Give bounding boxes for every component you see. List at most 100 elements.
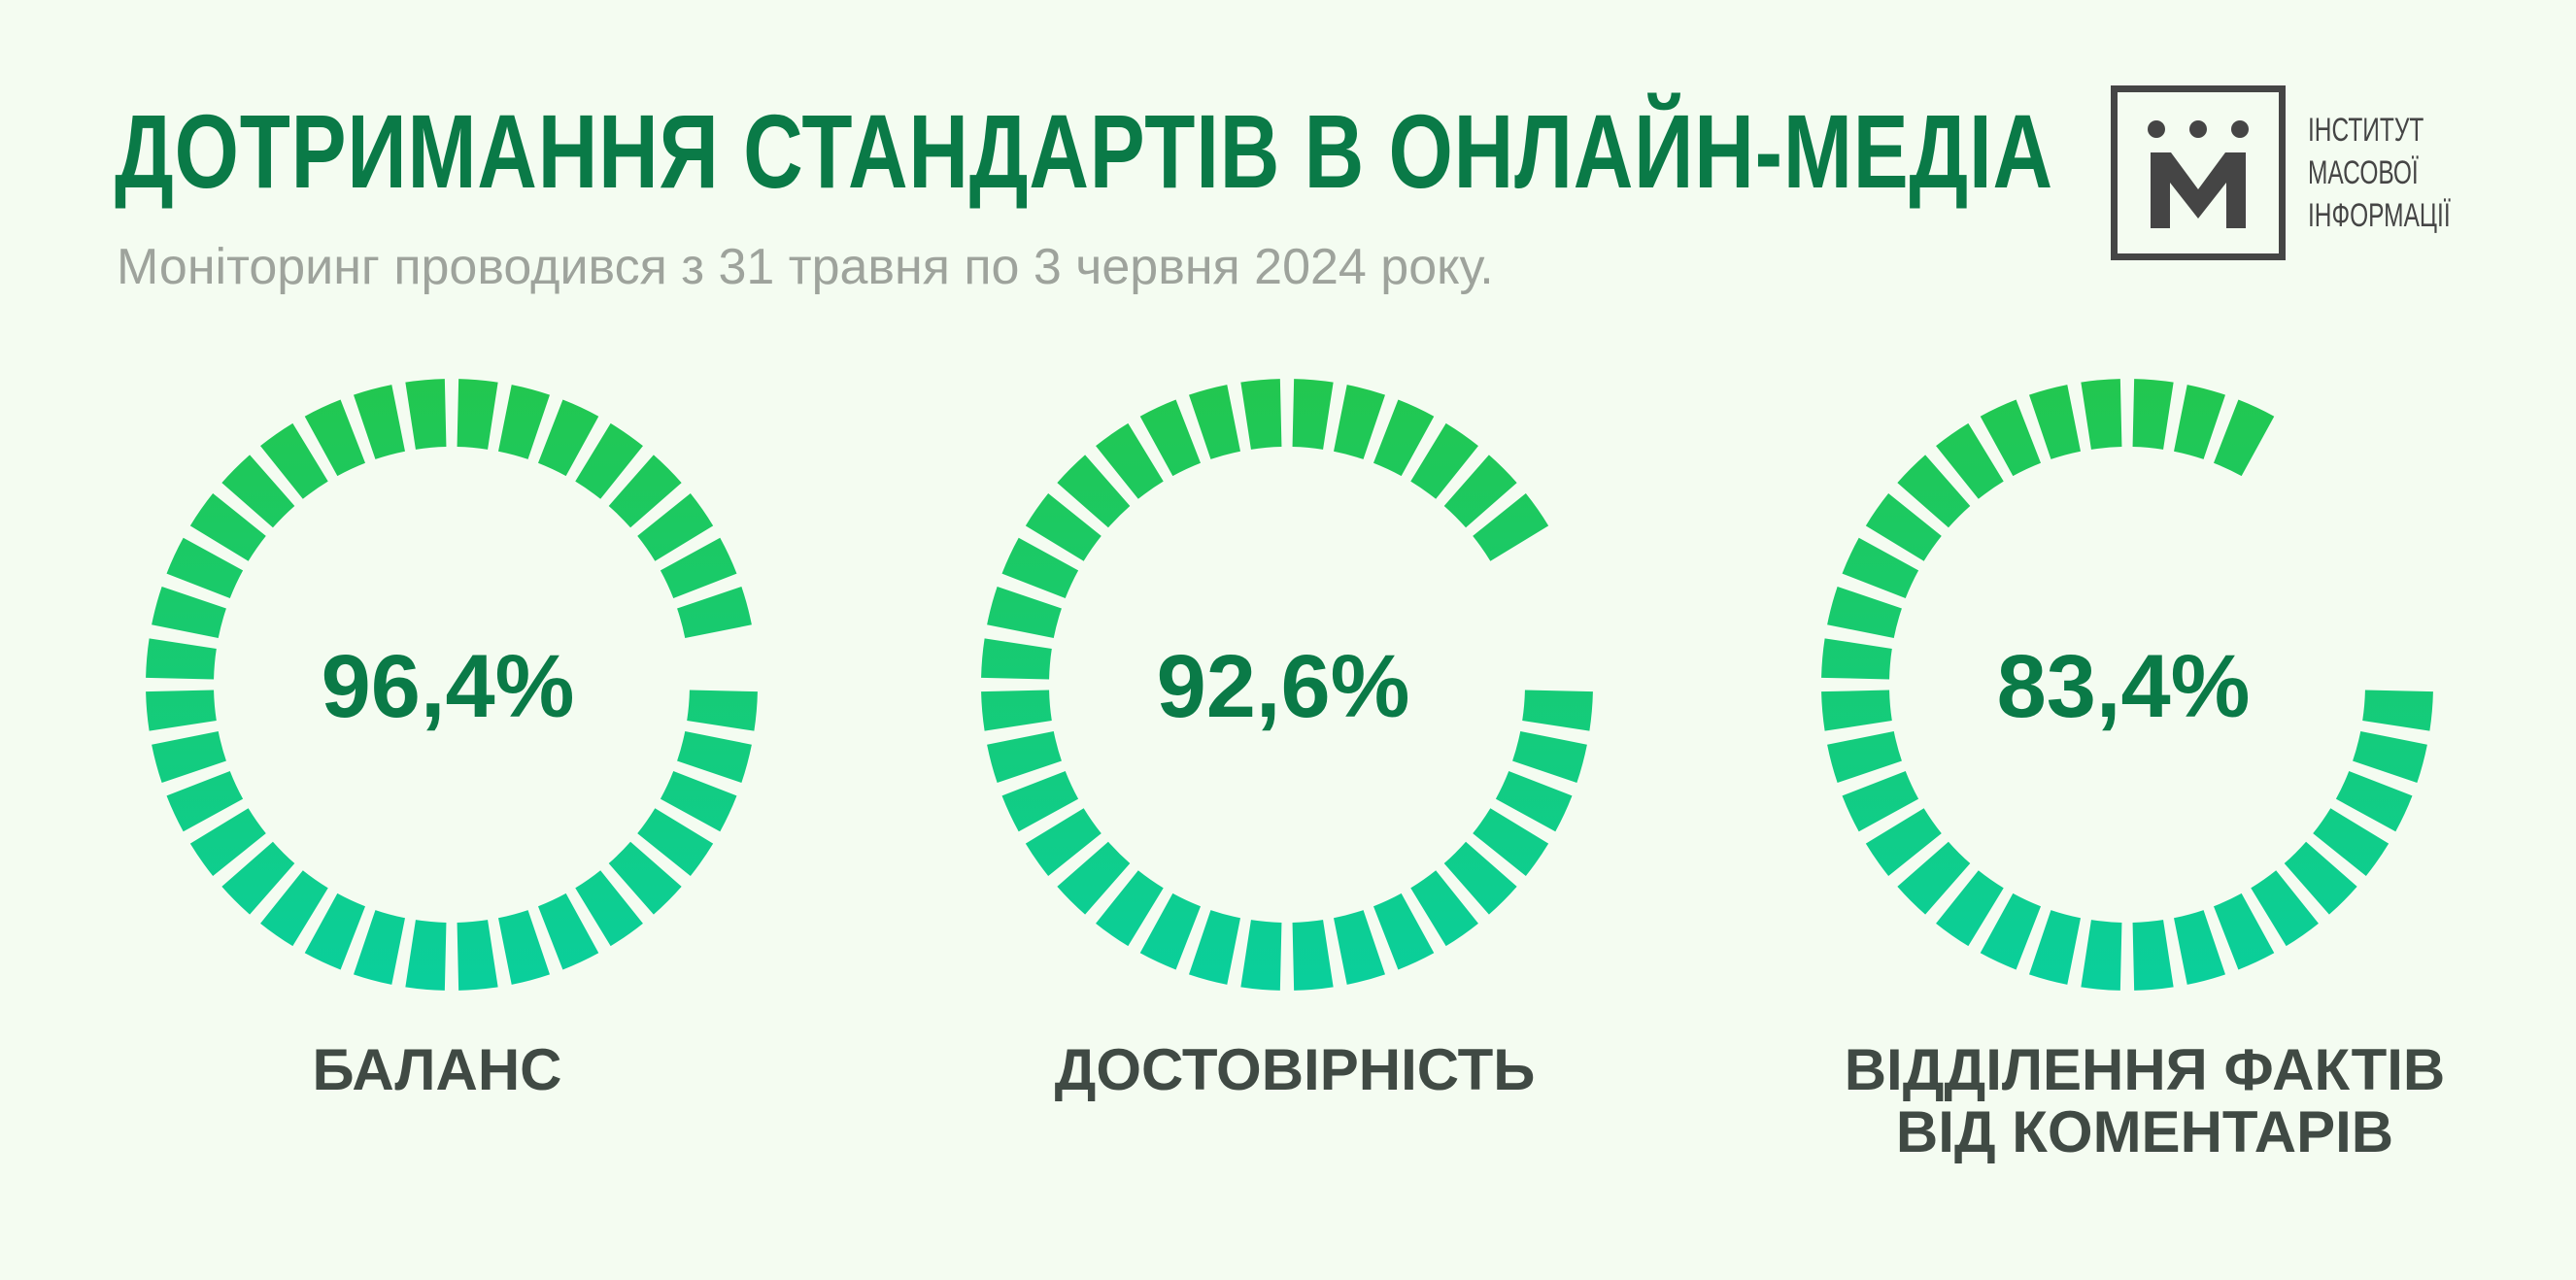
gauge-segment: [166, 771, 244, 832]
gauge-segment: [637, 808, 714, 876]
gauge-segment: [1865, 808, 1942, 876]
gauge-label-line: ДОСТОВІРНІСТЬ: [1054, 1037, 1536, 1102]
gauge-segment: [1292, 379, 1334, 450]
gauge-segment: [1001, 771, 1079, 832]
logo-line-3: ІНФОРМАЦІЇ: [2308, 197, 2451, 234]
gauge-segment: [1057, 841, 1131, 915]
gauge-segment: [1096, 422, 1164, 499]
gauge-segment: [405, 379, 447, 450]
gauge-segment: [1373, 399, 1435, 477]
gauge-segment: [2335, 771, 2413, 832]
gauge-label-line: ВІД КОМЕНТАРІВ: [1895, 1099, 2394, 1164]
gauge-segment: [221, 841, 295, 915]
gauge-segment: [1096, 870, 1164, 947]
gauge-segment: [2214, 399, 2275, 477]
gauge-segment: [981, 690, 1052, 731]
gauge-segment: [146, 690, 217, 731]
gauge-segment: [2132, 920, 2174, 991]
gauge-segment: [1057, 455, 1131, 528]
gauge-segment: [687, 690, 758, 731]
gauge-segment: [1443, 455, 1517, 528]
gauge-segment: [1139, 399, 1201, 477]
gauge-segment: [608, 455, 682, 528]
gauge-segment: [1025, 808, 1102, 876]
gauge-segment: [1334, 910, 1385, 985]
gauge-segment: [2353, 731, 2427, 783]
gauge-segment: [987, 731, 1062, 783]
gauge-segment: [354, 910, 405, 985]
gauge-segment: [1827, 731, 1902, 783]
gauge-label-reliability: ДОСТОВІРНІСТЬ: [858, 1039, 1732, 1101]
gauge-segment: [1821, 690, 1892, 731]
gauge-segment: [660, 537, 737, 598]
gauge-segment: [981, 638, 1052, 680]
gauge-label-balance: БАЛАНС: [0, 1039, 874, 1101]
gauge-segment: [2174, 385, 2225, 459]
gauge-segment: [457, 920, 498, 991]
gauge-value-label: 96,4%: [322, 637, 575, 736]
gauge-segment: [2081, 379, 2122, 450]
gauge-segment: [1373, 893, 1435, 970]
gauge-segment: [1025, 493, 1102, 561]
gauge-segment: [575, 422, 643, 499]
gauge-segment: [987, 587, 1062, 638]
gauge-segment: [2081, 920, 2122, 991]
gauge-segment: [660, 771, 737, 832]
gauge-segment: [538, 893, 599, 970]
gauge-segment: [146, 638, 217, 680]
gauge-segment: [1334, 385, 1385, 459]
logo-line-1: ІНСТИТУТ: [2308, 112, 2424, 149]
gauge-segment: [1522, 690, 1593, 731]
gauge-segment: [1240, 379, 1282, 450]
logo-text: ІНСТИТУТ МАСОВОЇ ІНФОРМАЦІЇ: [2308, 109, 2541, 237]
gauge-segment: [260, 422, 328, 499]
gauge-reliability: 92,6%: [981, 379, 1593, 991]
gauge-facts-vs-comments: 83,4%: [1821, 379, 2433, 991]
gauge-segment: [1842, 771, 1919, 832]
gauge-balance: 96,4%: [146, 379, 758, 991]
gauge-segment: [575, 870, 643, 947]
gauge-segment: [152, 731, 226, 783]
gauge-segment: [608, 841, 682, 915]
gauge-segment: [354, 385, 405, 459]
gauge-segment: [538, 399, 599, 477]
gauge-segment: [1240, 920, 1282, 991]
gauge-segment: [166, 537, 244, 598]
gauge-segment: [1512, 731, 1587, 783]
gauge-label-line: ВІДДІЛЕННЯ ФАКТІВ: [1844, 1037, 2446, 1102]
gauge-segment: [1827, 587, 1902, 638]
gauge-label-line: БАЛАНС: [312, 1037, 562, 1102]
gauge-segment: [1139, 893, 1201, 970]
gauge-segment: [1410, 870, 1478, 947]
gauge-segment: [152, 587, 226, 638]
gauge-segment: [2362, 690, 2433, 731]
gauge-segment: [1473, 808, 1549, 876]
gauge-segment: [221, 455, 295, 528]
gauge-segment: [1897, 455, 1971, 528]
gauge-segment: [2284, 841, 2357, 915]
gauge-segment: [677, 587, 752, 638]
gauge-segment: [2029, 910, 2081, 985]
gauge-segment: [2029, 385, 2081, 459]
gauge-segment: [260, 870, 328, 947]
gauge-segment: [189, 808, 266, 876]
gauge-segment: [2251, 870, 2319, 947]
gauge-segment: [1443, 841, 1517, 915]
gauge-segment: [1292, 920, 1334, 991]
gauge-segment: [189, 493, 266, 561]
gauge-segment: [637, 493, 714, 561]
gauge-segment: [304, 399, 365, 477]
gauge-segment: [498, 910, 550, 985]
gauge-label-facts-vs-comments: ВІДДІЛЕННЯ ФАКТІВ ВІД КОМЕНТАРІВ: [1708, 1039, 2576, 1163]
gauge-segment: [1980, 893, 2041, 970]
gauge-segment: [1980, 399, 2041, 477]
gauge-segment: [1936, 422, 2004, 499]
gauge-segment: [1897, 841, 1971, 915]
gauge-value-label: 92,6%: [1157, 637, 1410, 736]
gauge-segment: [1189, 385, 1240, 459]
gauge-segment: [1189, 910, 1240, 985]
gauge-segment: [457, 379, 498, 450]
gauge-segment: [2214, 893, 2275, 970]
page-title: ДОТРИМАННЯ СТАНДАРТІВ В ОНЛАЙН-МЕДІА: [115, 92, 2053, 210]
